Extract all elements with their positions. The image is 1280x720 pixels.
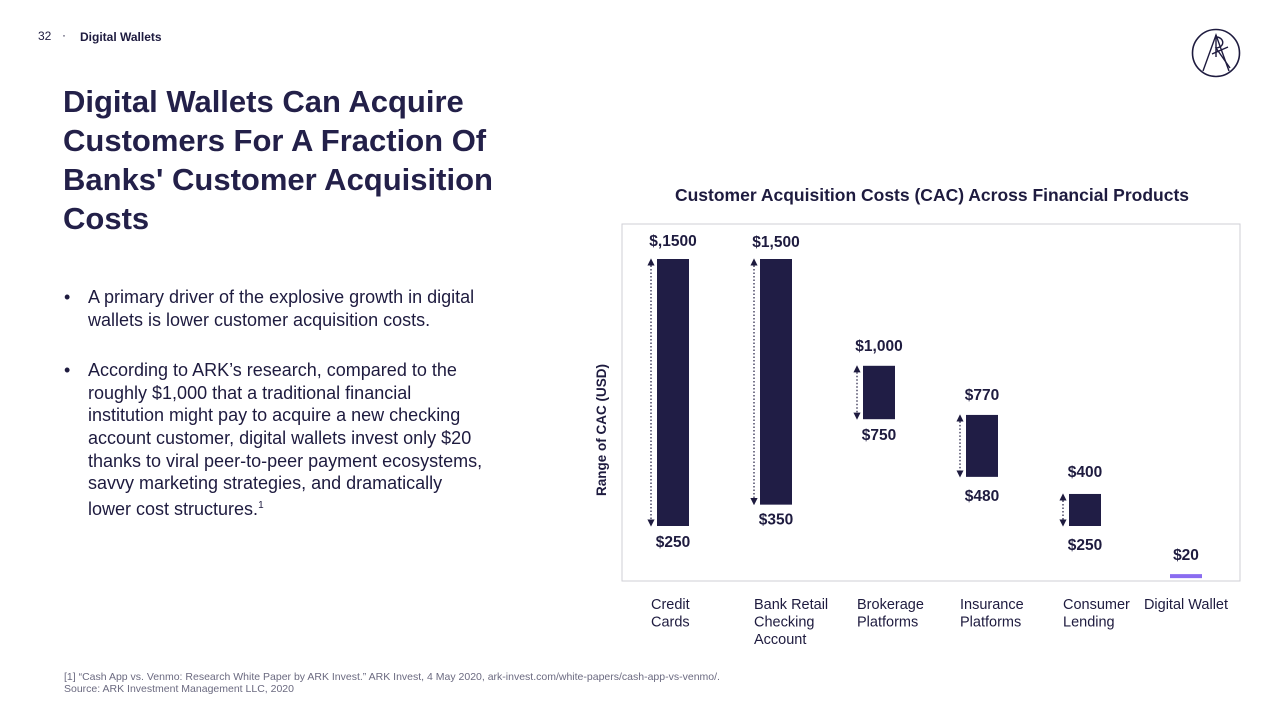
category-label: Digital Wallet xyxy=(1144,597,1228,613)
footnotes: [1] “Cash App vs. Venmo: Research White … xyxy=(64,671,720,695)
bullet-marker: • xyxy=(64,360,71,381)
bullet-text: According to ARK’s research, compared to… xyxy=(88,360,483,519)
footnote-source: Source: ARK Investment Management LLC, 2… xyxy=(64,683,294,695)
low-value-label: $250 xyxy=(656,534,690,551)
page-number: 32 xyxy=(38,29,52,43)
bullet-list: • A primary driver of the explosive grow… xyxy=(64,286,484,548)
header-separator: · xyxy=(62,28,66,42)
range-bar xyxy=(966,414,998,477)
low-value-label: $350 xyxy=(759,512,793,529)
page-title: Digital Wallets Can Acquire Customers Fo… xyxy=(63,84,493,236)
category-label: Insurance xyxy=(960,597,1024,613)
category-label: Account xyxy=(754,632,806,648)
category-label: Cards xyxy=(651,615,690,631)
category-label: Credit xyxy=(651,597,690,613)
chart-title: Customer Acquisition Costs (CAC) Across … xyxy=(674,185,1190,205)
high-value-label: $400 xyxy=(1068,464,1102,481)
high-value-label: $1,500 xyxy=(752,234,799,251)
footnote-citation: [1] “Cash App vs. Venmo: Research White … xyxy=(64,671,720,683)
section-label: Digital Wallets xyxy=(80,30,162,44)
bullet-item: • According to ARK’s research, compared … xyxy=(64,359,484,520)
high-value-label: $20 xyxy=(1173,547,1199,564)
low-value-label: $480 xyxy=(965,488,999,505)
category-label: Platforms xyxy=(960,615,1021,631)
high-value-label: $,1500 xyxy=(649,233,696,250)
category-label: Consumer xyxy=(1063,597,1130,613)
cac-range-chart: Range of CAC (USD) $,1500 $250 Credit Cards $… xyxy=(594,223,1241,648)
low-value-label: $250 xyxy=(1068,537,1102,554)
high-value-label: $770 xyxy=(965,387,999,404)
category-label: Checking xyxy=(754,615,814,631)
category-label: Platforms xyxy=(857,615,918,631)
bullet-text: A primary driver of the explosive growth… xyxy=(88,287,475,330)
bullet-item: • A primary driver of the explosive grow… xyxy=(64,286,484,331)
chart-frame xyxy=(621,223,1241,582)
range-bar xyxy=(863,365,895,420)
range-bar xyxy=(657,259,689,526)
category-label: Lending xyxy=(1063,615,1115,631)
bar-digital-wallet xyxy=(1170,574,1202,579)
high-value-label: $1,000 xyxy=(855,338,902,355)
ark-logo-icon xyxy=(1191,28,1241,78)
y-axis-label: Range of CAC (USD) xyxy=(594,364,609,496)
category-label: Brokerage xyxy=(857,597,924,613)
footnote-reference: 1 xyxy=(258,499,264,511)
category-label: Bank Retail xyxy=(754,597,828,613)
bullet-marker: • xyxy=(64,287,71,307)
range-bar xyxy=(1069,493,1101,526)
low-value-label: $750 xyxy=(862,427,896,444)
range-bar xyxy=(760,259,792,505)
